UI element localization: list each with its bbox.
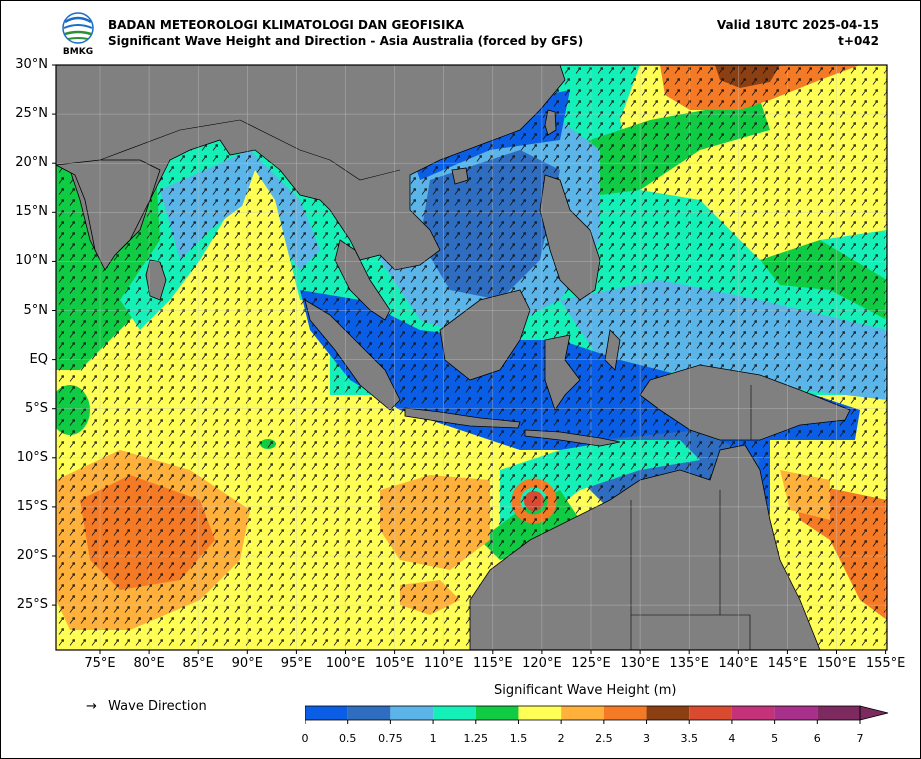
lat-label: 15°N [15,204,48,220]
lon-label: 155°E [865,656,906,671]
lon-label: 80°E [133,656,165,671]
colorbar-tick-label: 1 [429,732,437,745]
land-sri-lanka [145,259,167,301]
land-malay-peninsula [334,239,391,321]
colorbar-segment [433,706,476,720]
wave-direction-legend: → Wave Direction [86,699,207,714]
wave-direction-label: Wave Direction [108,699,207,714]
lon-label: 120°E [522,656,562,671]
colorbar-outline [305,705,861,721]
colorbar-segment [305,706,348,720]
lat-label: 30°N [15,57,48,72]
colorbar-segment [689,706,732,720]
lat-label: 5°S [24,400,48,416]
lat-label: 20°S [16,548,48,563]
lat-label: 5°N [23,302,49,318]
colorbar-segment [646,706,690,720]
land-new-guinea [639,364,851,441]
lon-label: 100°E [325,656,366,671]
lon-label: 90°E [231,656,263,671]
colorbar-segment [774,706,818,720]
colorbar-tick-label: 0.5 [338,732,357,745]
graticule [56,65,887,650]
colorbar-segment [347,706,391,720]
lon-label: 85°E [182,656,214,671]
lat-label: 20°N [15,155,48,171]
lat-label: 25°N [15,106,48,122]
colorbar-segment [390,706,434,720]
agency-title: BADAN METEOROLOGI KLIMATOLOGI DAN GEOFIS… [108,18,465,32]
colorbar-segment [561,706,604,720]
land-australia [469,444,821,650]
colorbar-tick-label: 2 [557,732,565,745]
colorbar-extend-arrow [859,705,889,721]
lon-label: 75°E [84,656,116,671]
lat-label: 15°S [16,498,48,514]
colorbar-segment [603,706,647,720]
lon-label: 95°E [280,656,313,671]
country-borders [99,119,752,650]
valid-time: Valid 18UTC 2025-04-15 [716,18,879,32]
land-masses [56,65,851,650]
lat-label: EQ [29,351,48,367]
colorbar-tick-label: 1.5 [509,732,528,745]
colorbar-tick-label: 0.75 [378,732,403,745]
land-sumatra [304,299,401,411]
lon-label: 115°E [473,656,513,671]
wave-height-map [52,64,888,654]
lat-label: 10°N [15,253,48,269]
land-taiwan [544,109,557,136]
land-borneo [439,289,531,381]
lon-label: 125°E [571,656,611,671]
land-hainan [451,167,469,185]
bmkg-logo: BMKG [62,12,94,56]
land-java [404,407,521,429]
lat-label: 10°S [16,449,48,465]
forecast-step: t+042 [838,34,879,48]
colorbar-tick-label: 5 [771,732,779,745]
colorbar-tick-label: 6 [813,732,821,745]
lon-label: 140°E [718,656,759,671]
land-indian-peninsula [56,159,161,271]
land-halmahera [604,329,621,371]
land-nusa-tenggara [524,429,621,447]
lon-label: 110°E [423,656,464,671]
colorbar-title: Significant Wave Height (m) [494,683,677,698]
colorbar-tick-label: 3.5 [680,732,698,745]
colorbar-segment [518,706,562,720]
product-title: Significant Wave Height and Direction - … [108,34,584,48]
arrow-right-icon: → [86,699,97,714]
lon-label: 135°E [669,656,709,671]
colorbar-segment [475,706,519,720]
colorbar [305,705,889,724]
colorbar-tick-label: 3 [643,732,651,745]
lon-label: 150°E [816,656,857,671]
colorbar-tick-label: 2.5 [595,732,613,745]
colorbar-tick-label: 1.25 [463,732,489,745]
colorbar-tick-label: 4 [728,732,736,745]
colorbar-tick-label: 7 [856,732,864,745]
lon-label: 105°E [374,656,415,671]
land-philippines [539,174,601,301]
lat-label: 25°S [16,597,48,613]
colorbar-segment [731,706,775,720]
lon-label: 145°E [767,656,808,671]
land-sulawesi [544,334,581,411]
lon-label: 130°E [620,656,660,671]
colorbar-segment [817,706,860,720]
colorbar-tick-label: 0 [301,732,309,745]
svg-text:BMKG: BMKG [63,47,93,56]
map-border [55,64,888,651]
